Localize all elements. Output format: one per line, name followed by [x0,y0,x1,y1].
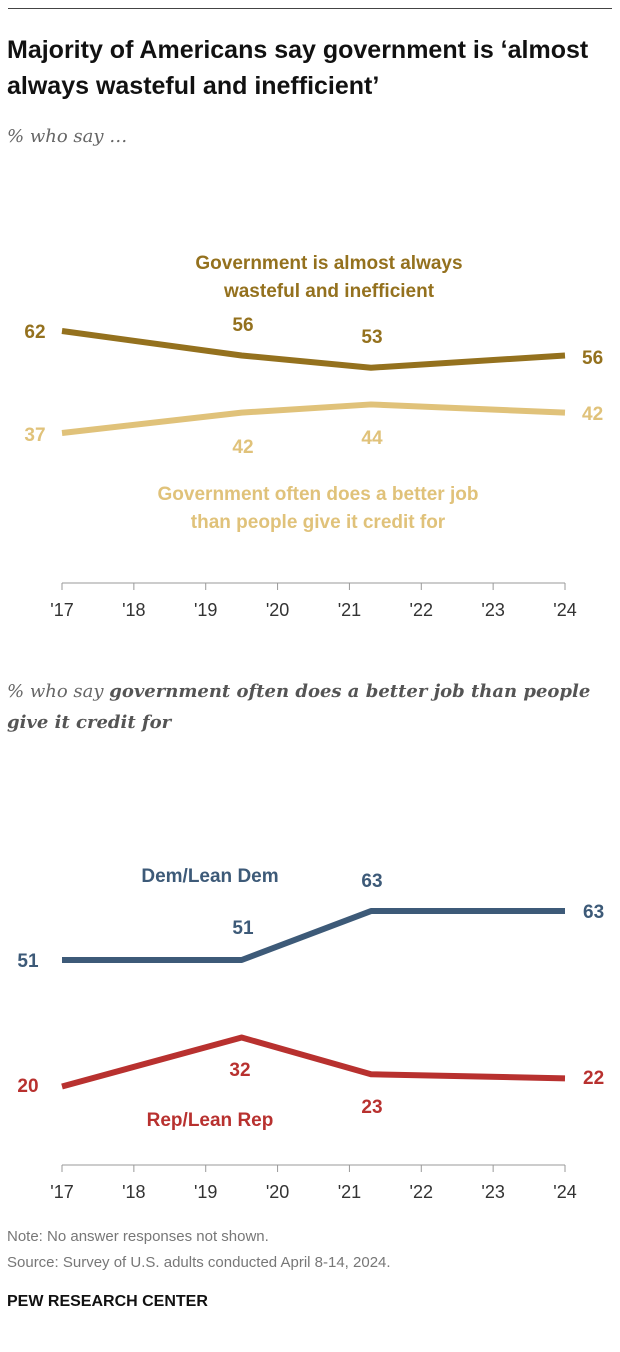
data-label: 62 [24,322,45,343]
x-tick-label: '18 [122,600,145,620]
data-label: 53 [361,327,382,348]
x-tick-label: '20 [266,600,289,620]
data-label: 22 [583,1068,604,1089]
x-tick-label: '22 [410,1182,433,1202]
data-label: 56 [232,315,253,336]
x-tick-label: '23 [481,1182,504,1202]
x-tick-label: '19 [194,600,217,620]
data-label: 23 [361,1097,382,1118]
x-tick-label: '17 [50,1182,73,1202]
series-label: Rep/Lean Rep [147,1110,274,1131]
x-tick-label: '20 [266,1182,289,1202]
data-label: 37 [24,425,45,446]
data-label: 20 [17,1076,38,1097]
x-tick-label: '17 [50,600,73,620]
x-tick-label: '19 [194,1182,217,1202]
data-label: 44 [361,428,383,449]
data-label: 56 [582,348,603,369]
data-label: 51 [17,951,39,972]
x-tick-label: '22 [410,600,433,620]
x-tick-label: '18 [122,1182,145,1202]
chart-subtitle: % who say … [7,126,128,147]
data-label: 42 [232,437,253,458]
chart-title: Majority of Americans say government is … [7,36,589,100]
series-line [62,908,565,963]
subtitle-emphasis: government often does a better job than … [7,681,591,733]
chart-1: '17 '18 '19 '20 '21 '22 '23 '24 62 56 53 56 Governme… [24,253,603,620]
series-line [61,401,566,436]
data-label: 32 [229,1060,250,1081]
series-line [61,1034,566,1090]
series-label: wasteful and inefficient [223,281,435,302]
series-label: Dem/Lean Dem [141,866,278,887]
subtitle-prefix: % who say [7,681,110,702]
chart-2: '17 '18 '19 '20 '21 '22 '23 '24 51 51 63 63 Dem/Lean… [17,866,604,1202]
x-tick-label: '23 [481,600,504,620]
data-label: 51 [232,918,254,939]
x-tick-label: '24 [553,600,576,620]
chart-2-subtitle: % who say government often does a better… [7,676,597,738]
pew-logo-text: PEW RESEARCH CENTER [7,1293,208,1310]
x-tick-label: '21 [338,1182,361,1202]
series-label: than people give it credit for [191,512,446,533]
top-rule [8,8,612,9]
data-label: 42 [582,404,603,425]
data-label: 63 [583,902,604,923]
source: Source: Survey of U.S. adults conducted … [7,1254,391,1271]
series-label: Government is almost always [195,253,462,274]
data-label: 63 [361,871,382,892]
x-tick-label: '21 [338,600,361,620]
note: Note: No answer responses not shown. [7,1228,269,1245]
x-tick-label: '24 [553,1182,576,1202]
series-label: Government often does a better job [158,484,479,505]
series-line [61,328,566,371]
